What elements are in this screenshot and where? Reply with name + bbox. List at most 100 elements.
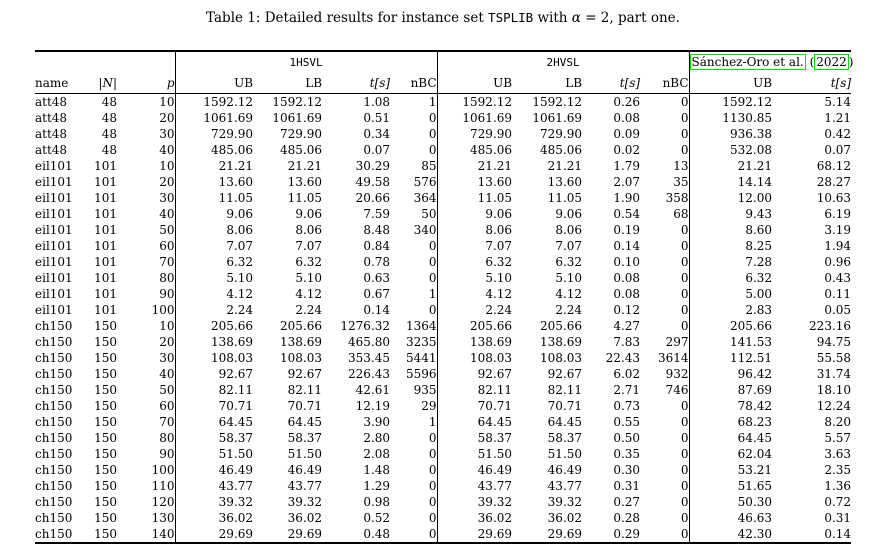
cell-n: 101 [94, 255, 117, 269]
cell-p: 100 [117, 302, 176, 318]
cell-2hvsl-nbc: 0 [640, 126, 690, 142]
cell-name: eil101 [35, 175, 73, 189]
cell-1hsvl-ub: 1061.69 [203, 111, 254, 125]
cell-1hsvl-t: 30.29 [355, 159, 391, 173]
cell-1hsvl-nbc: 5596 [390, 366, 438, 382]
cell-sanchez-ub: 1130.85 [722, 111, 773, 125]
cell-sanchez-ub: 14.14 [737, 175, 773, 189]
cell-2hvsl-t: 0.27 [613, 495, 641, 509]
cell-sanchez-t: 6.19 [824, 207, 852, 221]
cell-2hvsl-nbc: 68 [640, 206, 690, 222]
cell-name: att48 [35, 95, 68, 109]
cell-name: ch150 [35, 463, 73, 477]
cell-1hsvl-t: 8.48 [363, 223, 391, 237]
cell-sanchez-ub: 5.00 [745, 287, 773, 301]
cell-1hsvl-t: 1.48 [363, 463, 391, 477]
cell-2hvsl-nbc: 0 [640, 462, 690, 478]
cell-2hvsl-lb: 6.32 [555, 255, 583, 269]
cell-1hsvl-lb: 64.45 [287, 415, 323, 429]
cell-n: 150 [94, 495, 117, 509]
cell-n: 150 [94, 319, 117, 333]
group-header-row: 1HSVL 2HVSL Sánchez-Oro et al. (2022) [35, 51, 854, 73]
citation-link[interactable]: Sánchez-Oro et al. [689, 54, 806, 70]
cell-name: att48 [35, 111, 68, 125]
col-header-2hvsl-lb: LB [565, 76, 583, 90]
cell-2hvsl-nbc: 0 [640, 414, 690, 430]
cell-2hvsl-lb: 9.06 [555, 207, 583, 221]
cell-1hsvl-lb: 1592.12 [272, 95, 323, 109]
cell-name: att48 [35, 127, 68, 141]
cell-1hsvl-nbc: 1364 [390, 318, 438, 334]
cell-2hvsl-lb: 485.06 [540, 143, 583, 157]
cell-name: ch150 [35, 351, 73, 365]
cell-1hsvl-t: 42.61 [355, 383, 391, 397]
cell-1hsvl-ub: 108.03 [211, 351, 254, 365]
table-row: ch150 150 90 51.50 51.50 2.08 0 51.50 51.50 0.35 0… [35, 446, 851, 462]
cell-1hsvl-t: 0.51 [363, 111, 391, 125]
cell-n: 48 [101, 95, 117, 109]
cell-n: 101 [94, 239, 117, 253]
cell-1hsvl-nbc: 0 [390, 270, 438, 286]
cell-1hsvl-nbc: 340 [390, 222, 438, 238]
citation-paren-close: ) [848, 55, 854, 69]
cell-1hsvl-ub: 7.07 [226, 239, 254, 253]
cell-1hsvl-ub: 39.32 [218, 495, 254, 509]
cell-2hvsl-nbc: 0 [640, 510, 690, 526]
table-row: eil101 101 10 21.21 21.21 30.29 85 21.21 21.21 1.… [35, 158, 851, 174]
cell-2hvsl-lb: 36.02 [547, 511, 583, 525]
table-row: att48 48 40 485.06 485.06 0.07 0 485.06 485.06 0.… [35, 142, 851, 158]
cell-1hsvl-nbc: 0 [390, 494, 438, 510]
results-table-body: att48 48 10 1592.12 1592.12 1.08 1 1592.12 1592.… [35, 93, 852, 543]
col-header-1hsvl-ub: UB [234, 76, 254, 90]
cell-p: 60 [117, 398, 176, 414]
cell-2hvsl-ub: 1592.12 [462, 95, 513, 109]
citation-year-link[interactable]: 2022 [814, 54, 849, 70]
cell-2hvsl-ub: 29.69 [477, 527, 513, 541]
cell-sanchez-ub: 51.65 [737, 479, 773, 493]
cell-2hvsl-lb: 1061.69 [532, 111, 583, 125]
cell-sanchez-t: 1.94 [824, 239, 852, 253]
table-row: att48 48 10 1592.12 1592.12 1.08 1 1592.12 1592.… [35, 93, 851, 110]
cell-2hvsl-lb: 51.50 [547, 447, 583, 461]
cell-1hsvl-lb: 8.06 [295, 223, 323, 237]
cell-1hsvl-ub: 8.06 [226, 223, 254, 237]
cell-1hsvl-nbc: 1 [390, 93, 438, 110]
table-row: eil101 101 50 8.06 8.06 8.48 340 8.06 8.06 0.19 0 8… [35, 222, 851, 238]
cell-p: 90 [117, 446, 176, 462]
cell-1hsvl-t: 49.58 [355, 175, 391, 189]
cell-1hsvl-ub: 4.12 [226, 287, 254, 301]
cell-2hvsl-lb: 5.10 [555, 271, 583, 285]
cell-2hvsl-nbc: 0 [640, 238, 690, 254]
cell-2hvsl-t: 0.08 [613, 111, 641, 125]
cell-n: 150 [94, 399, 117, 413]
cell-1hsvl-lb: 36.02 [287, 511, 323, 525]
cell-n: 150 [94, 463, 117, 477]
cell-sanchez-ub: 9.43 [745, 207, 773, 221]
cell-sanchez-ub: 8.60 [745, 223, 773, 237]
cell-p: 70 [117, 414, 176, 430]
results-table: 1HSVL 2HVSL Sánchez-Oro et al. (2022) na… [35, 50, 854, 544]
cell-2hvsl-lb: 39.32 [547, 495, 583, 509]
cell-2hvsl-ub: 108.03 [470, 351, 513, 365]
table-row: eil101 101 40 9.06 9.06 7.59 50 9.06 9.06 0.54 68 9… [35, 206, 851, 222]
cell-p: 40 [117, 206, 176, 222]
cell-1hsvl-ub: 29.69 [218, 527, 254, 541]
cell-name: ch150 [35, 511, 73, 525]
cell-sanchez-t: 12.24 [816, 399, 852, 413]
cell-p: 20 [117, 334, 176, 350]
cell-n: 48 [101, 111, 117, 125]
cell-1hsvl-lb: 9.06 [295, 207, 323, 221]
cell-n: 101 [94, 191, 117, 205]
cell-2hvsl-nbc: 3614 [640, 350, 690, 366]
cell-p: 30 [117, 126, 176, 142]
cell-2hvsl-lb: 4.12 [555, 287, 583, 301]
cell-n: 150 [94, 447, 117, 461]
cell-2hvsl-nbc: 0 [640, 110, 690, 126]
cell-2hvsl-lb: 729.90 [540, 127, 583, 141]
cell-name: ch150 [35, 415, 73, 429]
table-row: ch150 150 70 64.45 64.45 3.90 1 64.45 64.45 0.55 0… [35, 414, 851, 430]
group-header-citation: Sánchez-Oro et al. (2022) [689, 51, 854, 73]
cell-sanchez-t: 3.63 [824, 447, 852, 461]
column-header-row: name |N| p UB LB t[s] nBC UB LB t[s] nBC… [35, 73, 851, 94]
cell-1hsvl-t: 0.34 [363, 127, 391, 141]
